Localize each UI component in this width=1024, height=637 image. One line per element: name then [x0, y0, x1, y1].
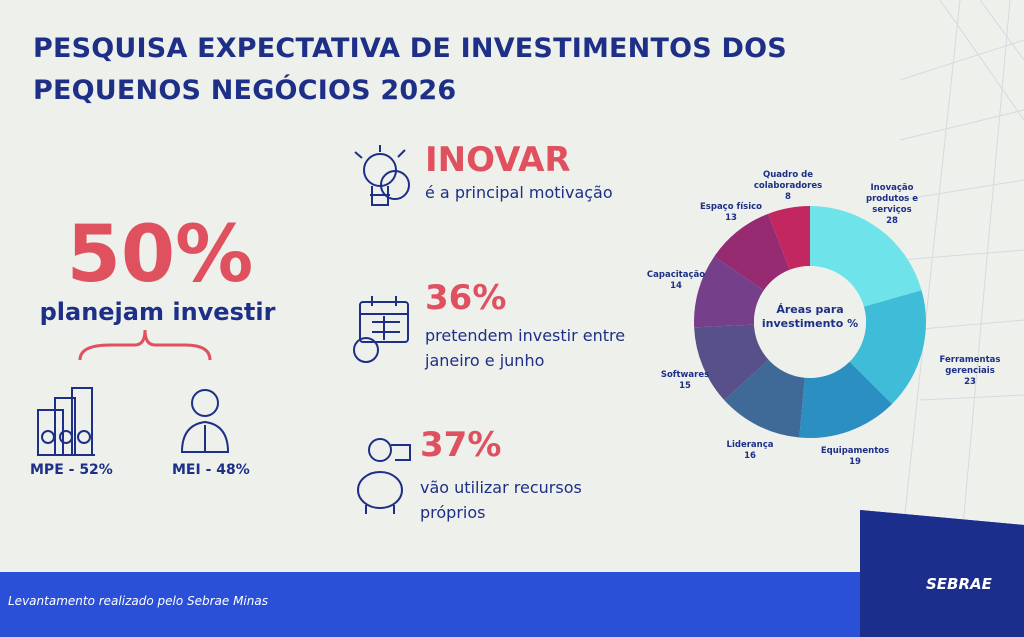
logo: SEBRAE — [926, 575, 992, 593]
highlight-text: é a principal motivação — [425, 183, 613, 202]
footer-accent — [860, 510, 1024, 637]
donut-segment — [768, 206, 810, 270]
segment-name: Ferramentas gerenciais — [939, 355, 1001, 376]
segment-label: Ferramentas gerenciais 23 — [915, 355, 1024, 388]
split-label: MPE - 52% — [30, 462, 113, 478]
title: PESQUISA EXPECTATIVA DE INVESTIMENTOS DO… — [33, 33, 787, 106]
donut-hole — [754, 266, 866, 378]
segment-value: 16 — [744, 451, 756, 461]
segment-name: Liderança — [726, 440, 774, 450]
highlight-text: vão utilizar recursos próprios — [420, 478, 582, 522]
donut-segment — [694, 256, 764, 328]
highlight-text: pretendem investir entre janeiro e junho — [425, 326, 626, 370]
segment-value: 15 — [679, 381, 691, 391]
highlight-value: 36% — [425, 278, 507, 318]
footer-note: Levantamento realizado pelo Sebrae Minas — [8, 594, 268, 608]
segment-label: Inovação produtos e serviços 28 — [862, 183, 922, 227]
donut-segment — [724, 359, 805, 438]
split-label: MEI - 48% — [172, 462, 250, 478]
donut-center-label: Áreas para investimento % — [761, 303, 859, 330]
segment-value: 28 — [886, 216, 898, 226]
segment-value: 8 — [785, 192, 791, 202]
segment-name: Softwares — [660, 370, 710, 380]
donut-segment — [810, 206, 922, 307]
main-label: planejam investir — [39, 298, 276, 326]
footer-bar — [0, 572, 1024, 637]
segment-name: Espaço físico — [700, 202, 762, 212]
segment-value: 13 — [725, 213, 737, 223]
segment-label: Espaço físico 13 — [700, 202, 762, 224]
segment-label: Equipamentos 19 — [820, 446, 890, 468]
segment-name: Quadro de colaboradores — [753, 170, 823, 191]
donut-segment — [694, 324, 769, 401]
segment-value: 19 — [849, 457, 861, 467]
highlight-value: 37% — [420, 425, 502, 465]
segment-value: 23 — [964, 377, 976, 387]
segment-label: Softwares 15 — [655, 370, 715, 392]
segment-value: 14 — [670, 281, 682, 291]
donut-segment — [714, 213, 790, 291]
main-value: 50% — [66, 210, 254, 300]
segment-label: Quadro de colaboradores 8 — [752, 170, 824, 203]
segment-label: Liderança 16 — [720, 440, 780, 462]
highlight-value: INOVAR — [425, 140, 571, 180]
segment-name: Equipamentos — [820, 446, 890, 456]
donut-segment — [799, 361, 893, 438]
segment-label: Capacitação 14 — [645, 270, 707, 292]
segment-name: Capacitação — [646, 270, 706, 280]
segment-name: Inovação produtos e serviços — [866, 183, 918, 215]
donut-segment — [849, 290, 926, 405]
